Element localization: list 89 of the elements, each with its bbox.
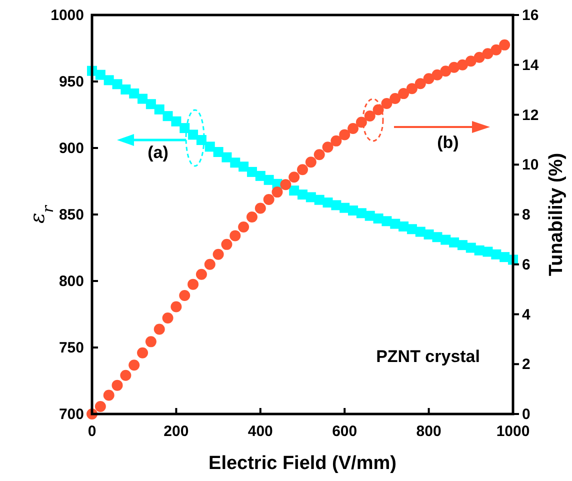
point: [254, 202, 266, 214]
y-tick-label: 750: [58, 340, 84, 356]
point: [120, 84, 131, 94]
point: [221, 238, 232, 250]
point: [154, 104, 164, 114]
x-tick-label: 400: [248, 423, 273, 440]
point: [423, 73, 434, 84]
point: [263, 194, 274, 206]
point: [474, 52, 485, 63]
y2-tick-label: 16: [522, 7, 539, 24]
point: [456, 59, 468, 70]
point: [288, 172, 300, 183]
point: [179, 290, 190, 302]
point: [406, 83, 418, 94]
point: [440, 66, 452, 77]
y2-tick-label: 12: [522, 106, 539, 124]
point: [272, 186, 283, 198]
y2-tick-label: 4: [522, 306, 531, 324]
point: [482, 48, 494, 60]
point: [204, 258, 216, 270]
point: [112, 79, 122, 90]
point: [339, 129, 350, 140]
point: [204, 142, 215, 152]
point: [305, 156, 316, 168]
x-tick-label: 600: [332, 423, 358, 440]
annotation: (a): [148, 143, 168, 162]
point: [103, 390, 114, 401]
x-axis-title: Electric Field (V/mm): [208, 453, 396, 474]
point: [322, 142, 334, 153]
point: [129, 88, 140, 98]
y-tick-label: 800: [58, 273, 84, 290]
point: [230, 230, 241, 242]
annotation: PZNT crystal: [376, 347, 480, 366]
y2-tick-label: 14: [522, 56, 540, 74]
point: [280, 179, 292, 190]
x-tick-label: 0: [88, 423, 96, 440]
y2-tick-label: 10: [522, 156, 539, 174]
point: [330, 135, 342, 146]
y2-tick-label: 2: [522, 356, 530, 374]
point: [238, 162, 249, 172]
point: [314, 149, 325, 160]
point: [146, 99, 156, 110]
point: [170, 301, 182, 312]
point: [213, 146, 224, 157]
y-tick-label: 850: [58, 206, 84, 224]
y2-tick-label: 0: [522, 406, 530, 423]
point: [432, 69, 443, 80]
point: [112, 380, 123, 391]
x-tick-label: 200: [164, 423, 189, 440]
point: [128, 360, 140, 371]
point: [230, 158, 240, 168]
y-tick-label: 700: [58, 406, 84, 423]
point: [398, 88, 410, 100]
point: [212, 248, 224, 260]
y2-axis-title: Tunability (%): [546, 152, 567, 276]
point: [95, 70, 106, 80]
point: [414, 78, 426, 90]
x-tick-label: 800: [416, 423, 442, 440]
point: [104, 75, 114, 86]
point: [490, 44, 502, 56]
point: [196, 268, 207, 280]
point: [138, 94, 148, 104]
point: [246, 166, 257, 177]
point: [188, 278, 199, 290]
x-tick-label: 1000: [496, 423, 530, 440]
point: [154, 324, 165, 335]
point: [162, 111, 173, 122]
point: [297, 164, 308, 176]
point: [94, 401, 106, 412]
point: [381, 98, 392, 110]
y-tick-label: 1000: [50, 7, 84, 24]
y2-tick-label: 6: [522, 256, 530, 274]
point: [246, 211, 258, 222]
point: [145, 336, 156, 348]
point: [120, 370, 132, 381]
point: [465, 56, 476, 67]
point: [499, 39, 510, 50]
y-tick-label: 900: [58, 140, 84, 157]
point: [162, 312, 174, 324]
y2-tick-label: 8: [522, 206, 530, 224]
point: [238, 221, 250, 232]
point: [390, 93, 401, 104]
annotation: (b): [437, 133, 459, 152]
point: [348, 122, 359, 134]
point: [188, 130, 198, 140]
point: [171, 116, 182, 126]
point: [137, 347, 148, 358]
y-tick-label: 950: [58, 74, 84, 90]
point: [222, 152, 232, 162]
